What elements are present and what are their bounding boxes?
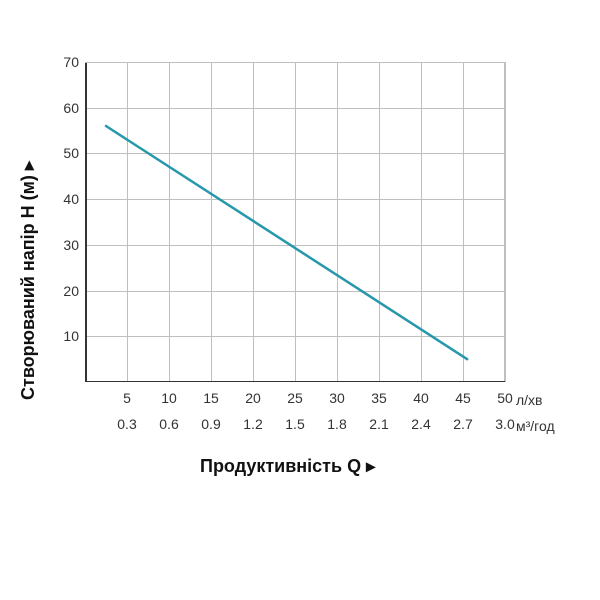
x2-tick: 0.9: [201, 416, 220, 432]
plot-area: [85, 62, 505, 382]
x1-unit: л/хв: [516, 392, 543, 408]
y-tick: 30: [55, 237, 79, 253]
x1-tick: 35: [371, 390, 387, 406]
y-tick: 50: [55, 145, 79, 161]
x1-tick: 20: [245, 390, 261, 406]
y-tick: 60: [55, 100, 79, 116]
x2-tick: 1.8: [327, 416, 346, 432]
x2-tick: 3.0: [495, 416, 514, 432]
x2-tick: 0.3: [117, 416, 136, 432]
y-tick: 10: [55, 328, 79, 344]
y-tick: 40: [55, 191, 79, 207]
pump-performance-chart: Створюваний напір Н (м) ▸ Продуктивність…: [0, 0, 600, 600]
x2-tick: 1.5: [285, 416, 304, 432]
x2-tick: 0.6: [159, 416, 178, 432]
x1-tick: 25: [287, 390, 303, 406]
x1-tick: 15: [203, 390, 219, 406]
x2-tick: 2.4: [411, 416, 430, 432]
x2-tick: 1.2: [243, 416, 262, 432]
x1-tick: 45: [455, 390, 471, 406]
y-tick: 20: [55, 283, 79, 299]
x1-tick: 50: [497, 390, 513, 406]
x1-tick: 10: [161, 390, 177, 406]
x-axis-label: Продуктивність Q ▸: [200, 456, 375, 477]
x1-tick: 5: [123, 390, 131, 406]
x2-unit: м³/год: [516, 418, 555, 434]
x1-tick: 30: [329, 390, 345, 406]
x1-tick: 40: [413, 390, 429, 406]
x2-tick: 2.1: [369, 416, 388, 432]
pump-curve: [85, 62, 505, 382]
y-tick: 70: [55, 54, 79, 70]
x2-tick: 2.7: [453, 416, 472, 432]
y-axis-label: Створюваний напір Н (м) ▸: [18, 40, 39, 400]
gridline-v: [505, 62, 506, 382]
